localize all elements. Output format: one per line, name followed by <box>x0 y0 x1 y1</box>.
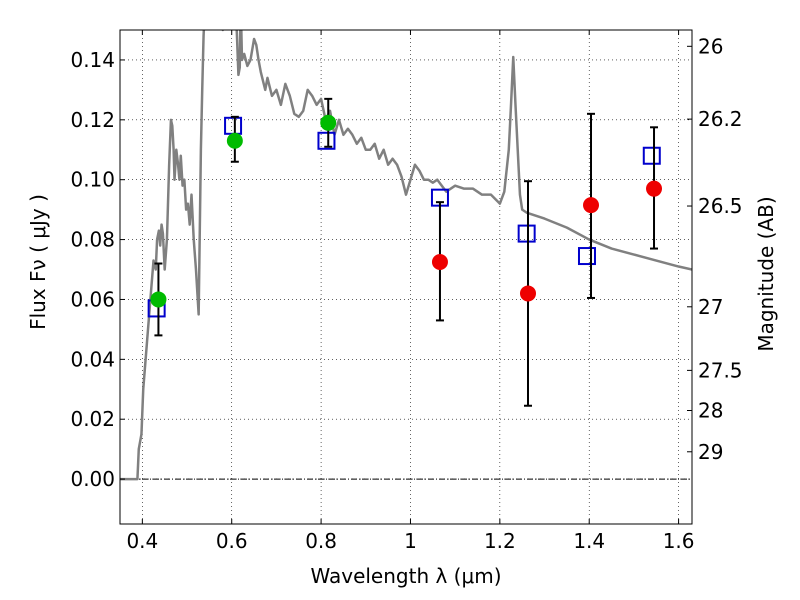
model-bandpass-point <box>317 131 336 150</box>
x-tick-label: 1 <box>404 529 417 553</box>
magnitude-tick-label: 28 <box>698 398 723 422</box>
y-axis-label: Flux Fν ( μJy ) <box>26 194 50 330</box>
photometry-point <box>320 114 337 131</box>
magnitude-axis-label: Magnitude (AB) <box>754 196 778 351</box>
y-tick-label: 0.10 <box>70 168 115 192</box>
magnitude-tick-label: 27 <box>698 295 723 319</box>
y-tick-label: 0.08 <box>70 228 115 252</box>
magnitude-tick-label: 26.2 <box>698 107 743 131</box>
model-bandpass-point <box>224 116 243 135</box>
grid <box>120 30 692 524</box>
y-tick-label: 0.12 <box>70 108 115 132</box>
x-tick-label: 0.4 <box>126 529 158 553</box>
model-bandpass-point <box>517 224 536 243</box>
model-spectrum-line <box>120 30 692 481</box>
y-tick-label: 0.14 <box>70 48 115 72</box>
x-tick-label: 0.8 <box>305 529 337 553</box>
photometry-point <box>519 285 536 302</box>
y-tick-label: 0.00 <box>70 467 115 491</box>
ticks: 0.4 0.6 0.8 1 1.2 1.4 1.6 0.00 0.02 0.04 0.06 0.08 0… <box>70 30 743 553</box>
photometry-point <box>431 254 448 271</box>
y-tick-label: 0.06 <box>70 287 115 311</box>
photometry-point <box>583 197 600 214</box>
photometry-point <box>226 132 243 149</box>
x-tick-label: 1.2 <box>484 529 516 553</box>
y-tick-label: 0.04 <box>70 347 115 371</box>
x-tick-label: 1.6 <box>663 529 695 553</box>
magnitude-tick-label: 26 <box>698 34 723 58</box>
x-tick-label: 0.6 <box>216 529 248 553</box>
model-bandpass-point <box>642 146 661 165</box>
plot-area <box>120 30 692 481</box>
photometry-point <box>646 180 663 197</box>
x-axis-label: Wavelength λ (μm) <box>310 564 501 588</box>
model-bandpass-point <box>577 247 596 266</box>
x-tick-label: 1.4 <box>573 529 605 553</box>
plot-frame <box>119 29 693 525</box>
magnitude-tick-label: 26.5 <box>698 194 743 218</box>
magnitude-tick-label: 29 <box>698 440 723 464</box>
y-tick-label: 0.02 <box>70 407 115 431</box>
photometry-point <box>150 291 167 308</box>
magnitude-tick-label: 27.5 <box>698 358 743 382</box>
